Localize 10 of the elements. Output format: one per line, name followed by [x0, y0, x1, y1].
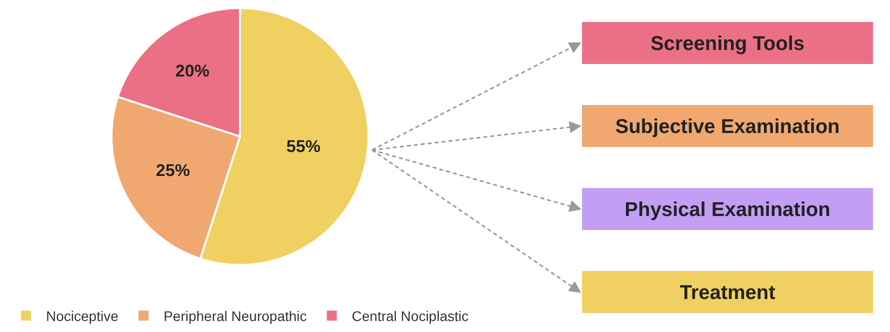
category-label: Physical Examination — [624, 199, 830, 221]
legend-label: Nociceptive — [46, 308, 119, 324]
category-label: Subjective Examination — [615, 116, 840, 138]
data-label: 20% — [175, 62, 210, 81]
category-label: Treatment — [680, 282, 776, 304]
data-label: 25% — [156, 161, 190, 180]
legend-label: Central Nociplastic — [352, 308, 468, 324]
category-label: Screening Tools — [650, 33, 805, 55]
data-label: 55% — [286, 137, 320, 156]
legend-label: Peripheral Neuropathic — [164, 308, 307, 324]
